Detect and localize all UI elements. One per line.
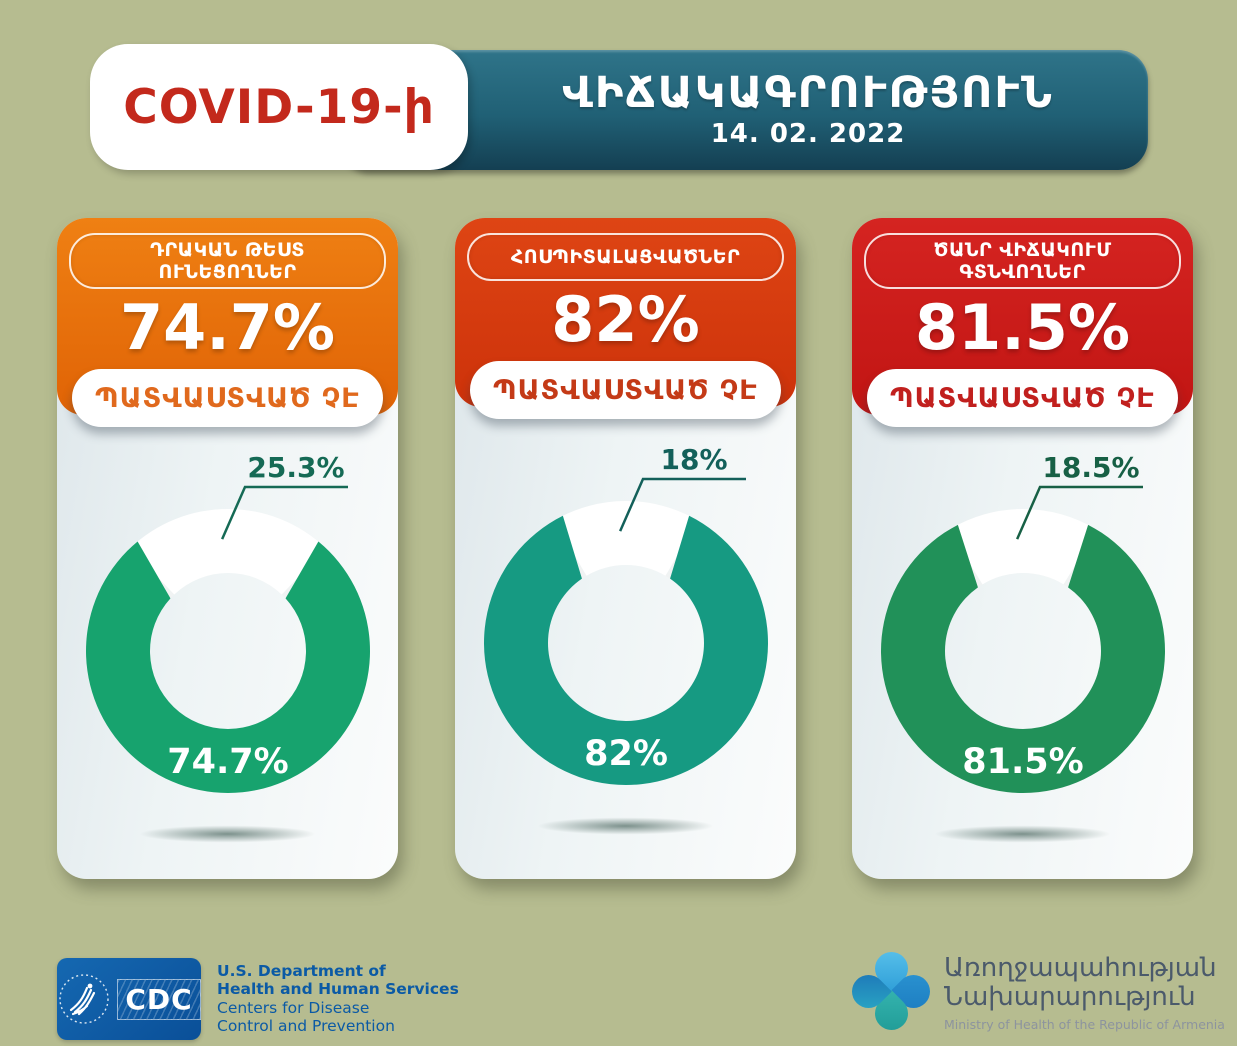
donut-callout-line	[618, 477, 746, 532]
moh-cross-leaf-icon	[845, 945, 937, 1037]
cdc-line-1: Centers for Disease	[217, 998, 370, 1017]
donut-chart: 18.5% 81.5%	[880, 451, 1165, 793]
donut-shadow	[513, 815, 738, 837]
moh-name-armenian-1: Առողջապահության	[944, 953, 1217, 983]
card-category-label: ԾԱՆՐ ՎԻՃԱԿՈՒՄ ԳՏՆՎՈՂՆԵՐ	[864, 233, 1181, 289]
donut-chart: 18% 82%	[483, 443, 768, 785]
donut-chart-wrap: 25.3% 74.7%	[78, 439, 378, 801]
card-header: ՀՈՍՊԻՏԱԼԱՑՎԱԾՆԵՐ 82% ՊԱՏՎԱՍՏՎԱԾ ՉԷ	[455, 218, 796, 419]
cdc-logo: CDC	[57, 958, 201, 1040]
donut-shadow	[115, 823, 340, 845]
vaccination-status-pill: ՊԱՏՎԱՍՏՎԱԾ ՉԷ	[72, 369, 383, 427]
header-titles: ՎԻՃԱԿԱԳՐՈՒԹՅՈՒՆ 14. 02. 2022	[468, 50, 1148, 170]
card-headline-percent: 74.7%	[119, 291, 336, 364]
covid-badge: COVID-19-ի	[90, 44, 468, 170]
header: COVID-19-ի ՎԻՃԱԿԱԳՐՈՒԹՅՈՒՆ 14. 02. 2022	[90, 44, 1150, 170]
cdc-line-2: Control and Prevention	[217, 1016, 395, 1035]
donut-slice-other	[948, 509, 1097, 585]
stat-card-hospitalized: ՀՈՍՊԻՏԱԼԱՑՎԱԾՆԵՐ 82% ՊԱՏՎԱՍՏՎԱԾ ՉԷ 18% 82…	[455, 218, 796, 879]
donut-callout-label: 25.3%	[247, 451, 344, 484]
donut-callout-line	[1015, 485, 1143, 540]
donut-callout-label: 18.5%	[1042, 451, 1139, 484]
donut-chart-wrap: 18% 82%	[476, 431, 776, 793]
donut-shadow	[910, 823, 1135, 845]
cdc-letters: CDC	[117, 978, 201, 1020]
stat-card-positive-tests: ԴՐԱԿԱՆ ԹԵՍՏ ՈՒՆԵՑՈՂՆԵՐ 74.7% ՊԱՏՎԱՍՏՎԱԾ …	[57, 218, 398, 879]
hhs-line-2: Health and Human Services	[217, 980, 459, 999]
cdc-footer-block: CDC U.S. Department of Health and Human …	[57, 958, 459, 1040]
card-header: ԾԱՆՐ ՎԻՃԱԿՈՒՄ ԳՏՆՎՈՂՆԵՐ 81.5% ՊԱՏՎԱՍՏՎԱԾ…	[852, 218, 1193, 427]
donut-chart-wrap: 18.5% 81.5%	[873, 439, 1173, 801]
donut-slice-main	[85, 541, 370, 793]
donut-slice-main	[483, 515, 768, 785]
moh-name-english: Ministry of Health of the Republic of Ar…	[944, 1017, 1225, 1033]
moh-name-armenian-2: Նախարարություն	[944, 982, 1196, 1013]
donut-slice-main	[880, 524, 1165, 793]
card-category-label: ԴՐԱԿԱՆ ԹԵՍՏ ՈՒՆԵՑՈՂՆԵՐ	[69, 233, 386, 289]
donut-inside-label: 74.7%	[167, 742, 288, 782]
hhs-eagle-icon	[59, 974, 110, 1024]
card-category-label: ՀՈՍՊԻՏԱԼԱՑՎԱԾՆԵՐ	[467, 233, 784, 281]
donut-inside-label: 81.5%	[962, 742, 1083, 782]
donut-callout-line	[220, 485, 348, 540]
stat-card-severe-condition: ԾԱՆՐ ՎԻՃԱԿՈՒՄ ԳՏՆՎՈՂՆԵՐ 81.5% ՊԱՏՎԱՍՏՎԱԾ…	[852, 218, 1193, 879]
donut-slice-other	[129, 509, 326, 595]
moh-footer-block: Առողջապահության Նախարարություն Ministry …	[845, 945, 1225, 1037]
vaccination-status-pill: ՊԱՏՎԱՍՏՎԱԾ ՉԷ	[470, 361, 781, 419]
card-headline-percent: 82%	[551, 283, 700, 356]
hhs-cdc-text: U.S. Department of Health and Human Serv…	[217, 958, 459, 1035]
covid-badge-label: COVID-19-ի	[123, 79, 435, 135]
card-header: ԴՐԱԿԱՆ ԹԵՍՏ ՈՒՆԵՑՈՂՆԵՐ 74.7% ՊԱՏՎԱՍՏՎԱԾ …	[57, 218, 398, 427]
hhs-line-1: U.S. Department of	[217, 962, 386, 980]
header-bar	[340, 50, 1148, 170]
moh-text: Առողջապահության Նախարարություն Ministry …	[944, 952, 1225, 1032]
card-headline-percent: 81.5%	[914, 291, 1131, 364]
donut-chart: 25.3% 74.7%	[85, 451, 370, 793]
page-title: ՎԻՃԱԿԱԳՐՈՒԹՅՈՒՆ	[562, 67, 1054, 118]
report-date: 14. 02. 2022	[710, 119, 906, 150]
donut-callout-label: 18%	[660, 443, 727, 476]
donut-inside-label: 82%	[584, 734, 668, 774]
donut-slice-other	[553, 501, 698, 576]
vaccination-status-pill: ՊԱՏՎԱՍՏՎԱԾ ՉԷ	[867, 369, 1178, 427]
